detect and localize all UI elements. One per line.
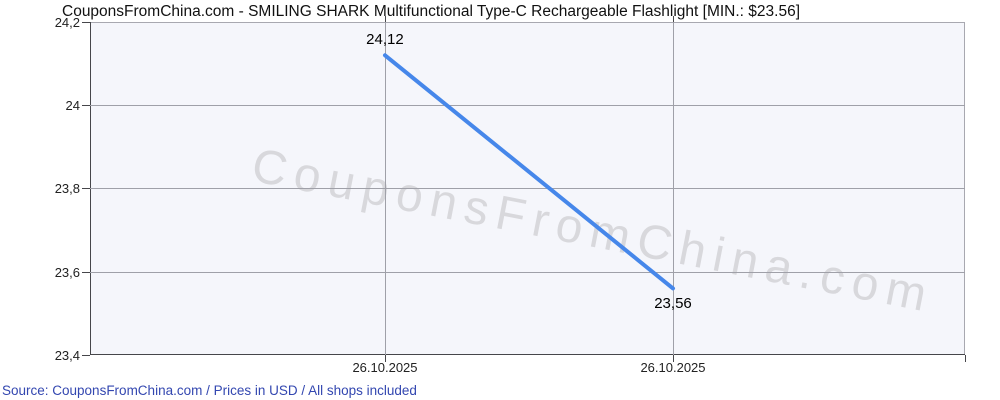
x-axis-tick — [673, 355, 674, 362]
y-axis-label: 23,8 — [54, 181, 80, 196]
gridline-horizontal — [90, 105, 965, 106]
plot-border-top — [90, 22, 965, 23]
point-label: 23,56 — [654, 295, 692, 313]
y-axis-label: 24 — [65, 98, 80, 113]
y-axis-label: 23,6 — [54, 265, 80, 280]
x-axis-label: 26.10.2025 — [352, 360, 418, 375]
point-label: 24,12 — [366, 31, 404, 49]
gridline-vertical — [673, 22, 674, 355]
y-axis-label: 24,2 — [54, 15, 80, 30]
chart-title: CouponsFromChina.com - SMILING SHARK Mul… — [62, 3, 800, 20]
gridline-horizontal — [90, 272, 965, 273]
y-axis-tick — [82, 188, 90, 189]
x-axis-label: 26.10.2025 — [640, 360, 706, 375]
x-axis-line — [90, 354, 965, 355]
y-axis-tick — [82, 272, 90, 273]
price-line-layer — [383, 53, 675, 291]
gridline-horizontal — [90, 188, 965, 189]
y-axis-label: 23,4 — [54, 348, 80, 363]
y-axis-tick — [82, 355, 90, 356]
y-axis-tick — [82, 22, 90, 23]
y-axis-tick — [82, 105, 90, 106]
price-line — [383, 53, 675, 291]
plot-area: CouponsFromChina.com 24,2 24 23,8 23,6 23,4 2… — [55, 15, 966, 375]
x-axis-top-tick — [385, 16, 386, 22]
source-link[interactable]: Source: CouponsFromChina.com / Prices in… — [2, 383, 417, 398]
gridline-vertical — [385, 22, 386, 355]
x-axis-tick — [965, 355, 966, 362]
x-axis-tick — [385, 355, 386, 362]
x-axis-top-tick — [673, 16, 674, 22]
